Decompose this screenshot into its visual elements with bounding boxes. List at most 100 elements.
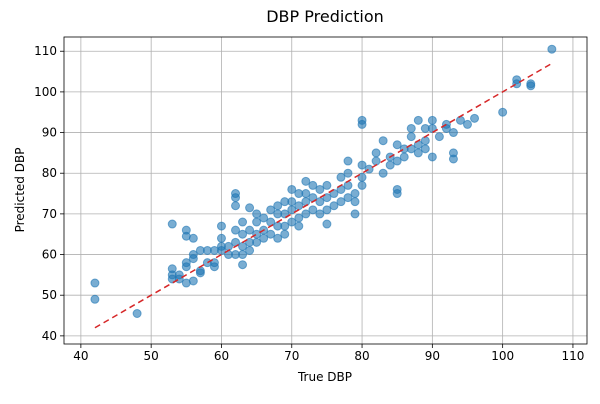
x-axis-label: True DBP bbox=[297, 370, 352, 384]
point bbox=[259, 213, 269, 223]
point bbox=[512, 79, 522, 89]
point bbox=[406, 123, 416, 133]
x-tick-label: 100 bbox=[491, 349, 514, 363]
point bbox=[448, 154, 458, 164]
point bbox=[526, 81, 536, 91]
point bbox=[392, 156, 402, 166]
point bbox=[231, 201, 241, 211]
point bbox=[216, 221, 226, 231]
y-tick-label: 70 bbox=[42, 207, 57, 221]
point bbox=[378, 136, 388, 146]
point bbox=[188, 254, 198, 264]
point bbox=[343, 168, 353, 178]
point bbox=[350, 189, 360, 199]
point bbox=[441, 123, 451, 133]
point bbox=[329, 201, 339, 211]
y-tick-label: 40 bbox=[42, 329, 57, 343]
point bbox=[259, 233, 269, 243]
x-tick-label: 110 bbox=[561, 349, 584, 363]
point bbox=[498, 107, 508, 117]
point bbox=[245, 245, 255, 255]
point bbox=[343, 180, 353, 190]
point bbox=[371, 148, 381, 158]
point bbox=[315, 184, 325, 194]
y-tick-label: 90 bbox=[42, 126, 57, 140]
point bbox=[266, 205, 276, 215]
point bbox=[238, 229, 248, 239]
y-tick-label: 80 bbox=[42, 166, 57, 180]
point bbox=[294, 221, 304, 231]
point bbox=[357, 160, 367, 170]
point bbox=[216, 233, 226, 243]
point bbox=[252, 237, 262, 247]
point bbox=[427, 152, 437, 162]
point bbox=[245, 225, 255, 235]
point bbox=[322, 219, 332, 229]
x-tick-label: 90 bbox=[425, 349, 440, 363]
x-tick-label: 50 bbox=[144, 349, 159, 363]
point bbox=[90, 294, 100, 304]
point bbox=[322, 193, 332, 203]
y-tick-label: 110 bbox=[34, 44, 57, 58]
y-tick-label: 50 bbox=[42, 288, 57, 302]
point bbox=[287, 217, 297, 227]
point bbox=[434, 132, 444, 142]
point bbox=[427, 123, 437, 133]
x-tick-label: 80 bbox=[354, 349, 369, 363]
point bbox=[245, 203, 255, 213]
point bbox=[231, 225, 241, 235]
plot-frame bbox=[63, 36, 588, 345]
point bbox=[174, 270, 184, 280]
y-tick-label: 100 bbox=[34, 85, 57, 99]
point bbox=[266, 229, 276, 239]
point bbox=[378, 168, 388, 178]
point bbox=[462, 119, 472, 129]
point bbox=[343, 156, 353, 166]
point bbox=[371, 156, 381, 166]
x-tick-label: 70 bbox=[284, 349, 299, 363]
point bbox=[231, 193, 241, 203]
point bbox=[188, 233, 198, 243]
x-tick-label: 60 bbox=[214, 349, 229, 363]
point bbox=[280, 229, 290, 239]
point bbox=[238, 217, 248, 227]
y-axis-label: Predicted DBP bbox=[13, 148, 27, 233]
point bbox=[301, 209, 311, 219]
point bbox=[90, 278, 100, 288]
point bbox=[350, 197, 360, 207]
point bbox=[167, 219, 177, 229]
point bbox=[315, 209, 325, 219]
point bbox=[308, 180, 318, 190]
point bbox=[357, 180, 367, 190]
point bbox=[216, 245, 226, 255]
point bbox=[448, 128, 458, 138]
y-tick-label: 60 bbox=[42, 248, 57, 262]
point bbox=[547, 44, 557, 54]
point bbox=[420, 136, 430, 146]
point bbox=[399, 152, 409, 162]
point bbox=[470, 113, 480, 123]
point bbox=[322, 180, 332, 190]
point bbox=[238, 260, 248, 270]
point bbox=[252, 217, 262, 227]
point bbox=[385, 160, 395, 170]
point bbox=[357, 119, 367, 129]
point bbox=[413, 148, 423, 158]
point bbox=[364, 164, 374, 174]
x-tick-label: 40 bbox=[73, 349, 88, 363]
point bbox=[287, 205, 297, 215]
point bbox=[413, 115, 423, 125]
point bbox=[287, 184, 297, 194]
point bbox=[336, 172, 346, 182]
point bbox=[406, 132, 416, 142]
point bbox=[322, 205, 332, 215]
point bbox=[238, 250, 248, 260]
point bbox=[343, 193, 353, 203]
point bbox=[280, 209, 290, 219]
point bbox=[350, 209, 360, 219]
point bbox=[273, 233, 283, 243]
point bbox=[420, 144, 430, 154]
point bbox=[392, 140, 402, 150]
